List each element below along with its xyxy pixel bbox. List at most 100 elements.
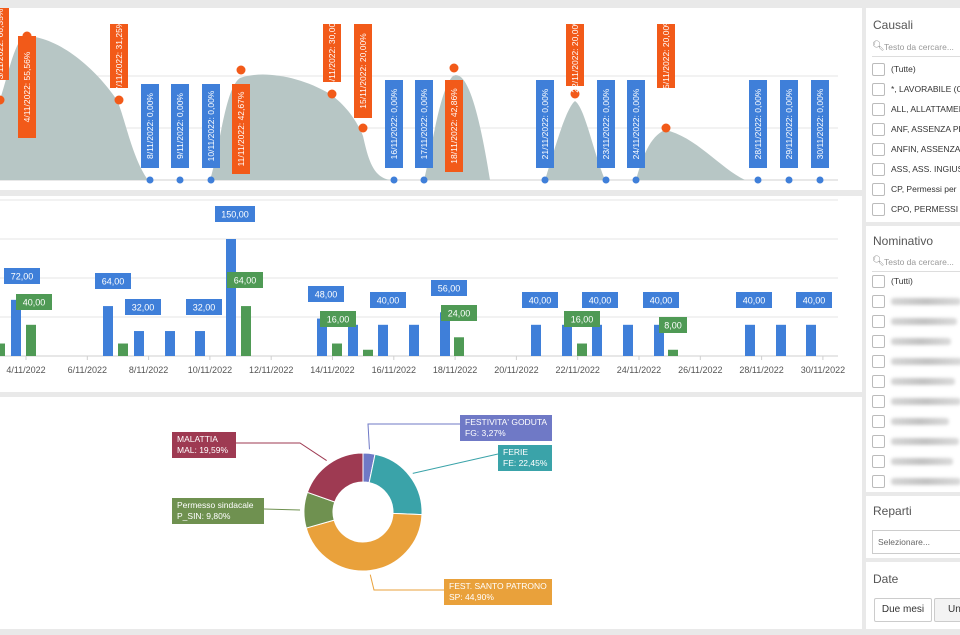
x-tick-label: 14/11/2022 [310,365,354,375]
green-bar [577,343,587,356]
point-label-box [566,24,584,86]
redacted-name [891,458,953,466]
checkbox[interactable] [872,275,885,289]
two-months-button[interactable]: Due mesi [874,598,932,622]
checkbox[interactable] [872,395,885,409]
point-label: 3/11/2022: 66,35% [0,8,5,79]
point-label: 15/11/2022: 20,00% [358,33,368,109]
bars: 72,00 40,00 64,00 32,00 32,00 150,00 64,00 48,0… [0,206,832,356]
checkbox[interactable] [872,143,885,157]
blue-bar [195,331,205,356]
checkbox[interactable] [872,435,885,449]
green-bar [26,324,36,356]
slice-label-value: P_SIN: 9,80% [177,511,231,521]
blue-bar [378,324,388,356]
leader-line [367,423,460,450]
nominativo-item-all[interactable]: (Tutti) [872,272,960,290]
causali-item[interactable]: ASS, ASS. INGIUS [872,160,960,178]
data-point [0,95,5,105]
checkbox[interactable] [872,163,885,177]
checkbox[interactable] [872,355,885,369]
checkbox[interactable] [872,63,885,77]
leader-line [412,453,499,474]
blue-bar [134,331,144,356]
data-point [661,123,671,133]
nominativo-item[interactable] [872,392,960,410]
causali-item[interactable]: ANFIN, ASSENZA [872,140,960,158]
slice-label-box [172,432,236,458]
nominativo-item[interactable] [872,332,960,350]
value-label: 72,00 [11,272,34,282]
causali-item-label: ASS, ASS. INGIUS [891,164,960,174]
causali-item[interactable]: ANF, ASSENZA PE [872,120,960,138]
nominativo-item[interactable] [872,372,960,390]
causali-item[interactable]: ALL, ALLATTAMEN [872,100,960,118]
nominativo-search-input[interactable]: 🔍︎ Testo da cercare... [872,253,960,272]
point-label-box [385,80,403,168]
nominativo-item[interactable] [872,292,960,310]
search-icon: 🔍︎ [872,41,885,52]
checkbox[interactable] [872,475,885,489]
nominativo-item-label: (Tutti) [891,276,913,286]
value-label-box [441,305,477,321]
x-tick-label: 30/11/2022 [801,365,845,375]
causali-item[interactable]: *, LAVORABILE (O [872,80,960,98]
blue-bar [440,312,450,356]
value-label: 40,00 [529,296,552,306]
data-point [602,176,610,184]
causali-item[interactable]: (Tutte) [872,60,960,78]
point-label-box [536,80,554,168]
causali-item[interactable]: CPO, PERMESSI P [872,200,960,218]
nominativo-item[interactable] [872,452,960,470]
value-label-box [227,272,263,288]
checkbox[interactable] [872,295,885,309]
causali-title: Causali [873,18,914,32]
slice-label-name: Permesso sindacale [177,500,254,510]
one-month-button[interactable]: Un m [934,598,960,622]
value-label: 64,00 [102,277,125,287]
value-label: 32,00 [132,303,155,313]
value-label: 16,00 [571,315,594,325]
data-point [236,65,246,75]
causali-item-label: CPO, PERMESSI P [891,204,960,214]
checkbox[interactable] [872,455,885,469]
value-label-box [308,286,344,302]
point-label: 25/11/2022: 20,00% [661,18,671,94]
checkbox[interactable] [872,415,885,429]
reparti-select[interactable]: Selezionare... [872,530,960,554]
value-label: 40,00 [377,296,400,306]
checkbox[interactable] [872,83,885,97]
slice-label-box [444,579,552,605]
causali-item[interactable]: CP, Permessi per [872,180,960,198]
checkbox[interactable] [872,335,885,349]
value-label-box [659,317,687,333]
value-label: 24,00 [448,309,471,319]
causali-donut-chart: FESTIVITA' GODUTA FG: 3,27% FERIE FE: 22,45… [0,397,862,629]
checkbox[interactable] [872,183,885,197]
x-tick-label: 6/11/2022 [68,365,107,375]
green-bar [363,349,373,356]
donut-slice [368,453,423,516]
checkbox[interactable] [872,315,885,329]
x-tick-label: 4/11/2022 [6,365,45,375]
value-label-box [95,273,131,289]
nominativo-item[interactable] [872,352,960,370]
checkbox[interactable] [872,375,885,389]
nominativo-item[interactable] [872,432,960,450]
point-label-box [627,80,645,168]
causali-item-label: CP, Permessi per [891,184,957,194]
nominativo-item[interactable] [872,472,960,490]
nominativo-item[interactable] [872,412,960,430]
percentage-area-chart: 3/11/2022: 66,35% 4/11/2022: 55,56% 7/11/2… [0,8,862,190]
x-tick-label: 12/11/2022 [249,365,293,375]
leader-line [236,442,327,461]
nominativo-item[interactable] [872,312,960,330]
blue-bar [226,239,236,356]
causali-search-input[interactable]: 🔍︎ Testo da cercare... [872,38,960,57]
point-label-box [780,80,798,168]
value-label: 40,00 [803,296,826,306]
checkbox[interactable] [872,103,885,117]
checkbox[interactable] [872,123,885,137]
checkbox[interactable] [872,203,885,217]
